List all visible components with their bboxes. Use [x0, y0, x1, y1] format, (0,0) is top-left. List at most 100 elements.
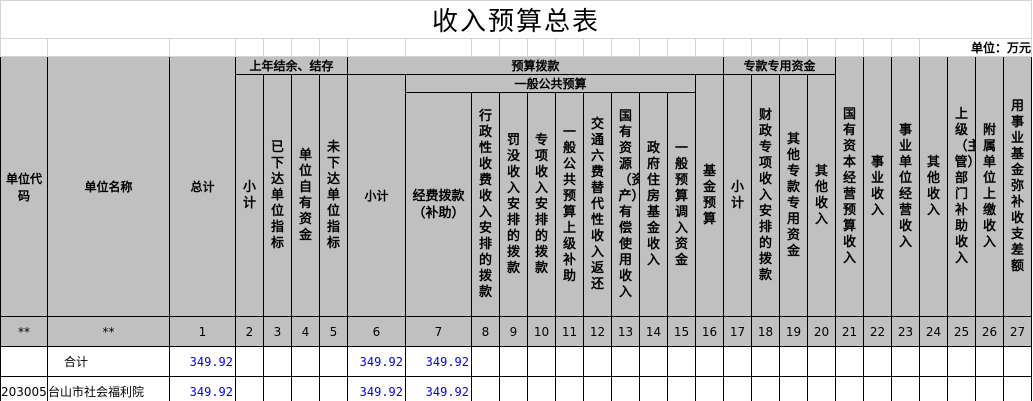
value-cell[interactable] [891, 346, 920, 377]
header-general-sub[interactable]: 一般预算调入资金 [667, 92, 696, 317]
value-cell[interactable] [263, 376, 292, 401]
value-cell[interactable] [1003, 346, 1032, 377]
cell[interactable] [47, 38, 170, 57]
value-cell[interactable] [319, 346, 348, 377]
value-cell[interactable] [667, 346, 696, 377]
column-number[interactable]: 1 [169, 316, 236, 347]
header-other[interactable]: 事业单位经营收入 [891, 56, 920, 317]
column-number[interactable]: 5 [319, 316, 348, 347]
cell[interactable] [695, 38, 724, 57]
value-cell[interactable] [291, 346, 320, 377]
header-special-sub[interactable]: 其他专款专用资金 [779, 74, 808, 317]
column-number[interactable]: 13 [611, 316, 640, 347]
cell[interactable] [263, 38, 292, 57]
header-general-sub[interactable]: 一般公共预算上级补助 [555, 92, 584, 317]
column-number[interactable]: 6 [347, 316, 406, 347]
value-cell[interactable] [723, 346, 752, 377]
value-cell[interactable] [975, 346, 1004, 377]
header-other[interactable]: 事业收入 [863, 56, 892, 317]
column-number[interactable]: ** [47, 316, 170, 347]
value-cell[interactable] [611, 346, 640, 377]
value-cell[interactable] [527, 376, 556, 401]
value-cell[interactable] [583, 346, 612, 377]
column-number[interactable]: 22 [863, 316, 892, 347]
cell[interactable] [863, 38, 892, 57]
value-cell[interactable] [235, 376, 264, 401]
value-cell[interactable] [891, 376, 920, 401]
header-special-sub[interactable]: 财政专项收入安排的拨款 [751, 74, 780, 317]
column-number[interactable]: 11 [555, 316, 584, 347]
column-number[interactable]: 14 [639, 316, 668, 347]
column-number[interactable]: 3 [263, 316, 292, 347]
value-cell[interactable]: 349.92 [405, 376, 472, 401]
column-number[interactable]: ** [0, 316, 48, 347]
header-budget[interactable]: 预算拨款 [347, 56, 724, 75]
value-cell[interactable] [235, 346, 264, 377]
value-cell[interactable] [807, 346, 836, 377]
cell[interactable] [0, 38, 48, 57]
cell[interactable] [527, 38, 556, 57]
header-prev-year[interactable]: 上年结余、结存 [235, 56, 348, 75]
unit-name-cell[interactable]: 台山市社会福利院 [47, 376, 170, 401]
column-number[interactable]: 12 [583, 316, 612, 347]
value-cell[interactable]: 349.92 [405, 346, 472, 377]
cell[interactable] [291, 38, 320, 57]
header-prev-sub[interactable]: 单位自有资金 [291, 74, 320, 317]
value-cell[interactable]: 349.92 [347, 346, 406, 377]
value-cell[interactable] [835, 346, 864, 377]
column-number[interactable]: 23 [891, 316, 920, 347]
column-number[interactable]: 10 [527, 316, 556, 347]
header-general-sub[interactable]: 罚没收入安排的拨款 [499, 92, 528, 317]
value-cell[interactable]: 349.92 [169, 346, 236, 377]
column-number[interactable]: 21 [835, 316, 864, 347]
column-number[interactable]: 27 [1003, 316, 1032, 347]
header-general-sub[interactable]: 交通六费替代性收入返还 [583, 92, 612, 317]
cell[interactable] [405, 38, 472, 57]
header-other[interactable]: 其他收入 [919, 56, 948, 317]
header-general-sub[interactable]: 国有资源（资产）有偿使用收入 [611, 92, 640, 317]
value-cell[interactable] [471, 346, 500, 377]
value-cell[interactable] [863, 376, 892, 401]
column-number[interactable]: 26 [975, 316, 1004, 347]
value-cell[interactable] [919, 346, 948, 377]
value-cell[interactable] [263, 346, 292, 377]
cell[interactable] [723, 38, 752, 57]
cell[interactable] [471, 38, 500, 57]
header-special[interactable]: 专款专用资金 [723, 56, 836, 75]
header-general-sub[interactable]: 行政性收费收入安排的拨款 [471, 92, 500, 317]
cell[interactable] [639, 38, 668, 57]
cell[interactable] [235, 38, 264, 57]
cell[interactable] [751, 38, 780, 57]
cell[interactable] [835, 38, 864, 57]
value-cell[interactable] [1003, 376, 1032, 401]
header-budget-subtotal[interactable]: 小计 [347, 74, 406, 317]
header-fund[interactable]: 基金预算 [695, 74, 724, 317]
value-cell[interactable] [667, 376, 696, 401]
value-cell[interactable] [947, 376, 976, 401]
value-cell[interactable] [291, 376, 320, 401]
header-prev-sub[interactable]: 已下达单位指标 [263, 74, 292, 317]
value-cell[interactable] [863, 346, 892, 377]
header-other[interactable]: 用事业基金弥补收支差额 [1003, 56, 1032, 317]
value-cell[interactable] [779, 346, 808, 377]
header-general-sub[interactable]: 专项收入安排的拨款 [527, 92, 556, 317]
header-prev-sub[interactable]: 小计 [235, 74, 264, 317]
value-cell[interactable] [319, 376, 348, 401]
header-unit-name[interactable]: 单位名称 [47, 56, 170, 317]
column-number[interactable]: 4 [291, 316, 320, 347]
header-unit-code[interactable]: 单位代码 [0, 56, 48, 317]
header-other[interactable]: 国有资本经营预算收入 [835, 56, 864, 317]
header-prev-sub[interactable]: 未下达单位指标 [319, 74, 348, 317]
cell[interactable] [611, 38, 640, 57]
header-special-sub[interactable]: 小计 [723, 74, 752, 317]
header-general-sub[interactable]: 政府住房基金收入 [639, 92, 668, 317]
header-other[interactable]: 附属单位上缴收入 [975, 56, 1004, 317]
cell[interactable] [891, 38, 920, 57]
column-number[interactable]: 15 [667, 316, 696, 347]
column-number[interactable]: 24 [919, 316, 948, 347]
value-cell[interactable] [751, 376, 780, 401]
sheet-title[interactable]: 收入预算总表 [0, 0, 1032, 39]
column-number[interactable]: 9 [499, 316, 528, 347]
value-cell[interactable] [499, 346, 528, 377]
column-number[interactable]: 2 [235, 316, 264, 347]
